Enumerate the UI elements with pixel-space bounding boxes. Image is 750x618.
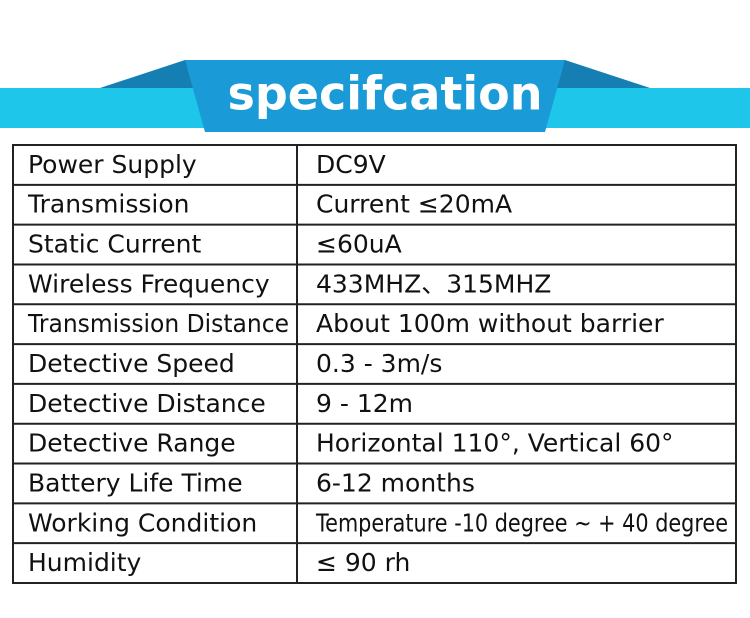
spec-label: Detective Speed	[28, 349, 235, 378]
spec-label: Battery Life Time	[28, 468, 243, 497]
spec-value: 9 - 12m	[316, 389, 413, 418]
spec-label: Humidity	[28, 548, 142, 577]
spec-value: DC9V	[316, 150, 386, 179]
spec-label: Detective Range	[28, 429, 236, 458]
banner-center	[185, 60, 565, 132]
banner: specifcation	[0, 60, 750, 132]
spec-label: Wireless Frequency	[28, 269, 270, 298]
spec-label: Working Condition	[28, 508, 257, 537]
spec-value: Horizontal 110°, Vertical 60°	[316, 429, 674, 458]
spec-label: Detective Distance	[28, 389, 266, 418]
spec-value: 0.3 - 3m/s	[316, 349, 442, 378]
spec-value: 433MHZ、315MHZ	[316, 269, 551, 298]
spec-value: ≤ 90 rh	[316, 548, 410, 577]
title: specifcation	[228, 67, 543, 121]
table-border	[12, 144, 737, 584]
spec-value: 6-12 months	[316, 468, 475, 497]
spec-value: About 100m without barrier	[316, 309, 664, 338]
banner-tab-left	[100, 60, 215, 88]
spec-value: ≤60uA	[316, 230, 402, 259]
spec-value: Temperature -10 degree ~ + 40 degree	[315, 508, 728, 537]
spec-label: Power Supply	[28, 150, 197, 179]
banner-tab-right	[535, 60, 650, 88]
spec-table: Power Supply DC9V Transmission Current ≤20m…	[12, 144, 737, 584]
spec-label: Transmission	[27, 190, 190, 219]
spec-value: Current ≤20mA	[316, 190, 512, 219]
spec-label: Static Current	[28, 230, 202, 259]
spec-label: Transmission Distance	[27, 309, 289, 338]
